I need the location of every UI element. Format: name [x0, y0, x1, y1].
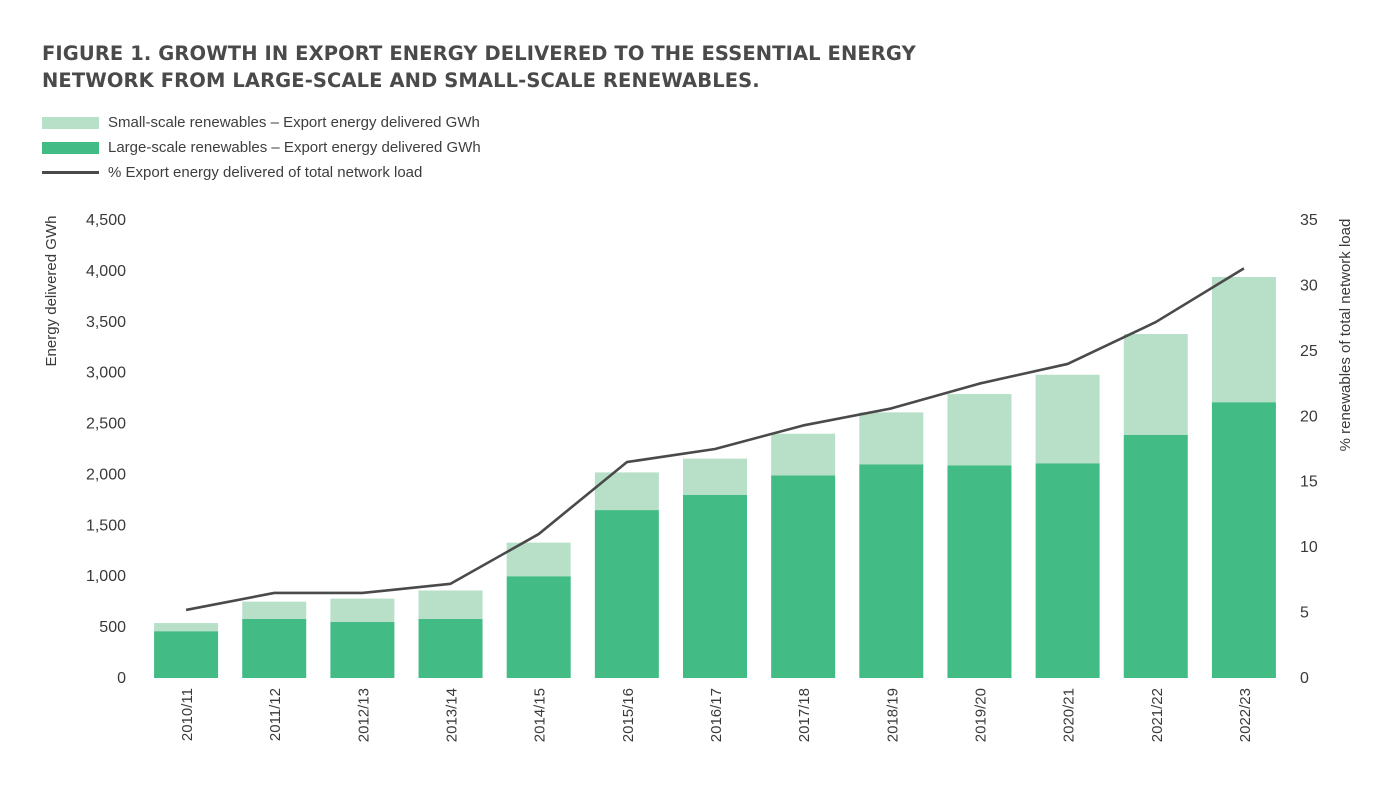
y-right-tick-label: 15	[1300, 474, 1318, 491]
chart-title-line-2: NETWORK FROM LARGE-SCALE AND SMALL-SCALE…	[42, 69, 760, 92]
bar-small-scale-2015-16	[594, 472, 659, 511]
chart-legend: Small-scale renewables – Export energy d…	[42, 110, 481, 185]
bar-small-scale-2016-17	[683, 458, 747, 495]
legend-item-percent-line: % Export energy delivered of total netwo…	[42, 160, 481, 185]
legend-swatch-large-scale	[42, 141, 99, 154]
bar-large-scale-2019-20	[947, 465, 1012, 678]
x-tick-label: 2014/15	[532, 688, 549, 742]
y-right-tick-label: 20	[1300, 408, 1318, 425]
y-right-tick-label: 0	[1300, 670, 1309, 687]
bar-small-scale-2017-18	[771, 433, 836, 476]
bar-small-scale-2022-23	[1211, 276, 1276, 403]
x-tick-label: 2015/16	[620, 688, 637, 742]
x-tick-label: 2017/18	[796, 688, 813, 742]
x-tick-label: 2022/23	[1237, 688, 1254, 742]
bar-large-scale-2011-12	[242, 618, 307, 678]
axes-group: 2010/11 2011/12 2012/13 2013/14 2014/15 2015/…	[43, 212, 1354, 742]
legend-label-large-scale: Large-scale renewables – Export energy d…	[108, 139, 481, 156]
bar-small-scale-2010-11	[154, 623, 219, 632]
legend-item-large-scale: Large-scale renewables – Export energy d…	[42, 135, 481, 160]
legend-swatch-percent-line	[42, 171, 99, 174]
bar-large-scale-2018-19	[859, 464, 924, 678]
y-right-tick-label: 25	[1300, 343, 1318, 360]
y-right-tick-label: 5	[1300, 605, 1309, 622]
bar-group	[154, 276, 1276, 678]
bar-large-scale-2010-11	[154, 631, 219, 678]
legend-label-percent-line: % Export energy delivered of total netwo…	[108, 164, 423, 181]
bar-large-scale-2014-15	[506, 576, 571, 678]
x-tick-label: 2011/12	[267, 688, 284, 741]
bar-large-scale-2021-22	[1123, 434, 1188, 678]
x-tick-label: 2012/13	[355, 688, 372, 742]
x-tick-label: 2020/21	[1061, 688, 1078, 742]
y-right-axis-label: % renewables of total network load	[1337, 219, 1354, 452]
legend-item-small-scale: Small-scale renewables – Export energy d…	[42, 110, 481, 135]
y-right-tick-label: 10	[1300, 539, 1318, 556]
y-left-tick-label: 1,500	[86, 517, 126, 534]
x-tick-label: 2019/20	[972, 688, 989, 742]
bar-small-scale-2021-22	[1123, 333, 1188, 435]
bar-small-scale-2013-14	[418, 590, 483, 619]
y-left-axis-label: Energy delivered GWh	[43, 216, 60, 367]
y-left-tick-label: 500	[99, 619, 126, 636]
chart-title-line-1: FIGURE 1. GROWTH IN EXPORT ENERGY DELIVE…	[42, 42, 916, 65]
y-right-tick-label: 35	[1300, 212, 1318, 229]
y-left-tick-label: 4,500	[86, 212, 126, 229]
bar-small-scale-2011-12	[242, 601, 307, 619]
bar-small-scale-2012-13	[330, 598, 395, 623]
bar-large-scale-2022-23	[1211, 402, 1276, 678]
x-tick-label: 2018/19	[884, 688, 901, 742]
y-left-tick-label: 1,000	[86, 568, 126, 585]
y-right-tick-label: 30	[1300, 277, 1318, 294]
y-left-tick-label: 0	[117, 670, 126, 687]
bar-large-scale-2013-14	[418, 618, 483, 678]
x-tick-label: 2016/17	[708, 688, 725, 742]
bar-small-scale-2020-21	[1035, 374, 1100, 464]
y-left-tick-label: 2,000	[86, 466, 126, 483]
bar-large-scale-2016-17	[683, 494, 747, 678]
x-tick-label: 2010/11	[179, 688, 196, 741]
y-left-tick-label: 4,000	[86, 263, 126, 280]
x-tick-label: 2021/22	[1149, 688, 1166, 742]
y-left-tick-label: 3,000	[86, 365, 126, 382]
bar-large-scale-2017-18	[771, 475, 836, 678]
bar-large-scale-2012-13	[330, 622, 395, 678]
chart-title: FIGURE 1. GROWTH IN EXPORT ENERGY DELIVE…	[42, 40, 916, 94]
percent-series-line	[185, 267, 1245, 612]
y-left-tick-label: 3,500	[86, 314, 126, 331]
bar-large-scale-2020-21	[1035, 463, 1100, 678]
x-tick-label: 2013/14	[444, 688, 461, 742]
legend-swatch-small-scale	[42, 116, 99, 129]
line-group	[185, 267, 1245, 612]
legend-label-small-scale: Small-scale renewables – Export energy d…	[108, 114, 480, 131]
bar-small-scale-2018-19	[859, 412, 924, 465]
bar-large-scale-2015-16	[594, 510, 659, 678]
bar-small-scale-2019-20	[947, 394, 1012, 466]
y-left-tick-label: 2,500	[86, 416, 126, 433]
bar-small-scale-2014-15	[506, 542, 571, 577]
